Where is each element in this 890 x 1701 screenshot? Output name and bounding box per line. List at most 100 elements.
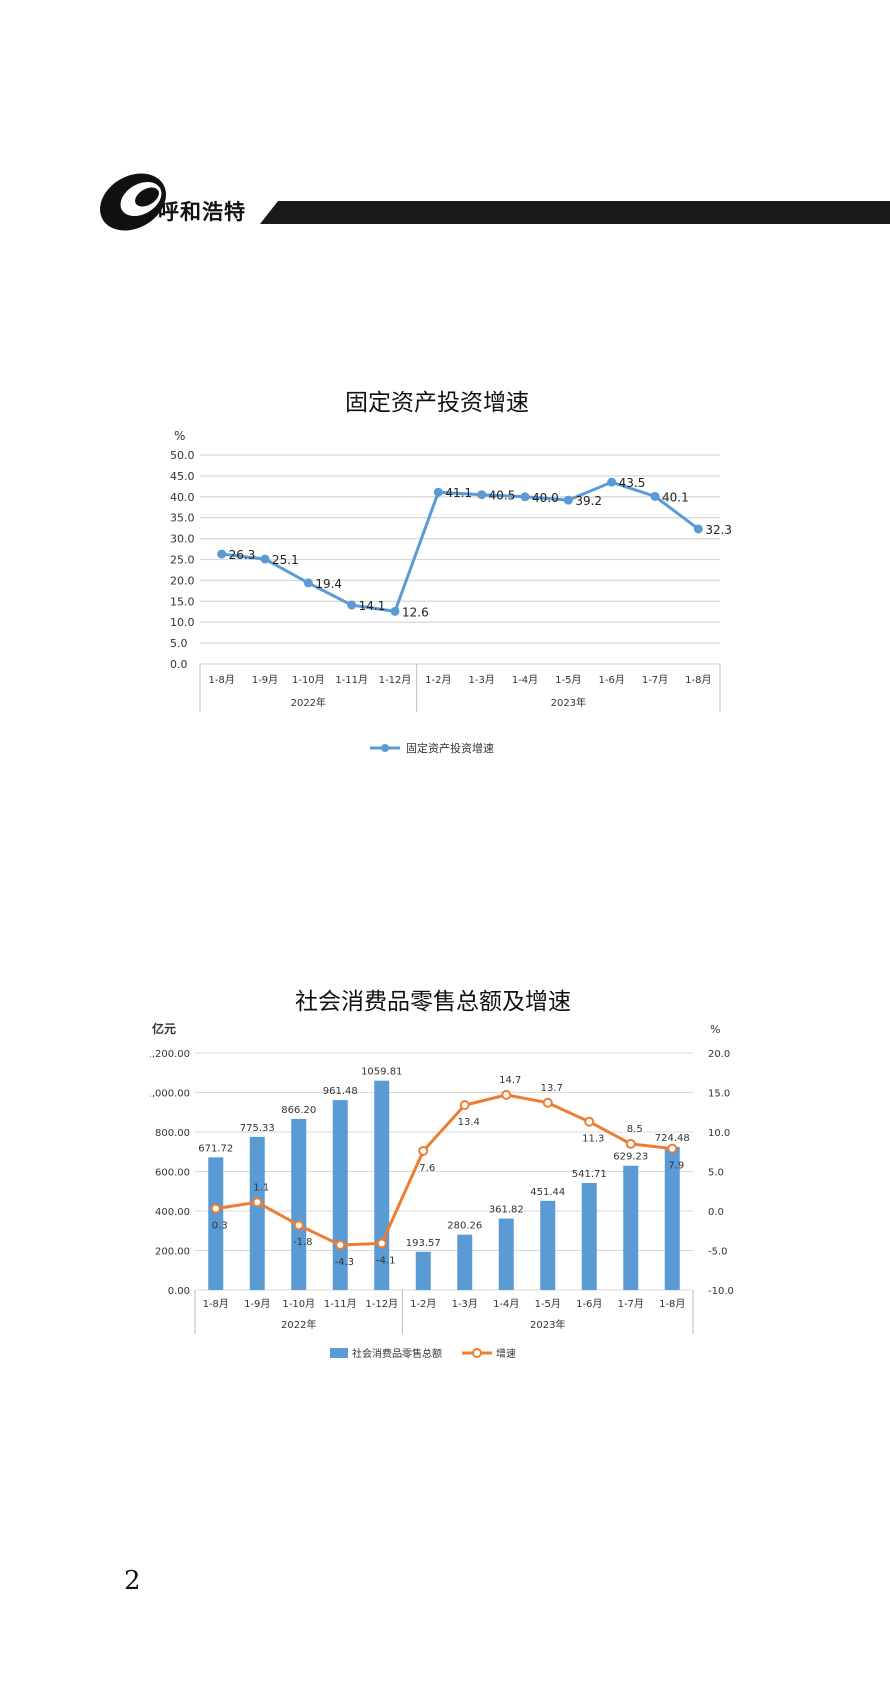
data-label: 39.2 — [575, 494, 602, 508]
bar-value-label: 671.72 — [198, 1143, 233, 1154]
y-tick-label: 10.0 — [170, 616, 195, 629]
data-point — [335, 1239, 346, 1250]
data-point — [542, 1097, 553, 1108]
header-graphic — [100, 173, 890, 231]
y-tick-label-right: 15.0 — [708, 1089, 730, 1100]
header-bar — [260, 201, 890, 224]
data-point — [650, 491, 660, 501]
y-tick-label: 30.0 — [170, 533, 195, 546]
data-point — [477, 490, 487, 500]
data-label: 40.1 — [662, 490, 689, 504]
growth-value-label: 1.1 — [253, 1182, 269, 1193]
y-axis-unit-right: % — [710, 1023, 720, 1036]
y-tick-label: 0.0 — [170, 658, 188, 671]
y-tick-label-right: 0.0 — [708, 1207, 724, 1218]
y-tick-label: 50.0 — [170, 449, 195, 462]
y-tick-label-left: 800.00 — [155, 1128, 190, 1139]
bar-value-label: 629.23 — [613, 1152, 648, 1163]
bar — [623, 1165, 639, 1290]
bar-value-label: 361.82 — [489, 1205, 524, 1216]
data-label: 40.0 — [532, 491, 559, 505]
data-label: 41.1 — [445, 486, 472, 500]
bar-value-label: 775.33 — [240, 1123, 275, 1134]
chart2-title: 社会消费品零售总额及增速 — [295, 989, 571, 1015]
page-number: 2 — [124, 1566, 141, 1596]
bar-value-label: 280.26 — [447, 1221, 482, 1232]
x-tick-label: 1-9月 — [244, 1298, 270, 1310]
growth-value-label: -4.1 — [376, 1255, 396, 1266]
growth-value-label: -4.3 — [334, 1257, 354, 1268]
growth-value-label: 14.7 — [499, 1075, 521, 1086]
x-tick-label: 1-8月 — [203, 1298, 229, 1310]
x-tick-label: 1-4月 — [493, 1298, 519, 1310]
data-point — [607, 477, 617, 487]
bar-value-label: 961.48 — [323, 1086, 358, 1097]
header: 呼和浩特 — [0, 160, 890, 240]
x-tick-label: 1-8月 — [659, 1298, 685, 1310]
y-tick-label-left: 200.00 — [155, 1247, 190, 1258]
x-tick-label: 1-3月 — [452, 1298, 478, 1310]
growth-value-label: 7.9 — [668, 1161, 684, 1172]
x-tick-label: 1-4月 — [512, 674, 538, 686]
bar — [664, 1146, 680, 1290]
y-tick-label-left: 1,000.00 — [150, 1089, 190, 1100]
data-point — [433, 487, 443, 497]
data-point — [210, 1203, 221, 1214]
bar-value-label: 724.48 — [655, 1133, 690, 1144]
data-label: 12.6 — [402, 605, 429, 619]
data-label: 26.3 — [229, 548, 256, 562]
bar — [540, 1200, 556, 1290]
x-tick-label: 1-6月 — [598, 674, 624, 686]
bar — [415, 1251, 431, 1290]
data-label: 40.5 — [489, 489, 516, 503]
bar-value-label: 1059.81 — [361, 1067, 402, 1078]
legend-label-bar: 社会消费品零售总额 — [352, 1347, 442, 1360]
growth-value-label: 13.7 — [541, 1083, 563, 1094]
x-tick-label: 1-7月 — [642, 674, 668, 686]
y-tick-label: 40.0 — [170, 491, 195, 504]
bar — [249, 1136, 265, 1290]
x-tick-label: 1-11月 — [335, 674, 368, 686]
bar-value-label: 541.71 — [572, 1169, 607, 1180]
legend-marker — [472, 1348, 482, 1358]
data-point — [501, 1089, 512, 1100]
x-tick-label: 1-9月 — [252, 674, 278, 686]
growth-value-label: 11.3 — [582, 1134, 604, 1145]
bar — [291, 1118, 307, 1290]
group-label: 2023年 — [551, 696, 586, 709]
x-tick-label: 1-10月 — [282, 1298, 315, 1310]
legend-marker — [381, 744, 389, 752]
data-label: 25.1 — [272, 553, 299, 567]
x-tick-label: 1-2月 — [425, 674, 451, 686]
data-point — [459, 1100, 470, 1111]
group-label: 2022年 — [291, 696, 326, 709]
data-point — [625, 1138, 636, 1149]
logo-icon — [100, 173, 166, 231]
x-tick-label: 1-10月 — [292, 674, 325, 686]
y-tick-label: 5.0 — [170, 637, 188, 650]
y-tick-label-right: -10.0 — [708, 1286, 734, 1297]
bar — [498, 1218, 514, 1290]
data-point — [667, 1143, 678, 1154]
y-tick-label: 20.0 — [170, 574, 195, 587]
y-tick-label-right: 10.0 — [708, 1128, 730, 1139]
y-axis-unit: % — [174, 429, 185, 443]
x-tick-label: 1-5月 — [535, 1298, 561, 1310]
growth-value-label: 7.6 — [419, 1163, 435, 1174]
x-tick-label: 1-12月 — [365, 1298, 398, 1310]
x-tick-label: 1-5月 — [555, 674, 581, 686]
data-point — [693, 524, 703, 534]
data-point — [293, 1220, 304, 1231]
x-tick-label: 1-11月 — [324, 1298, 357, 1310]
retail-sales-chart: 亿元% 0.00 200.00 400.00 600.00 800.00 1,000.00 1… — [150, 1021, 734, 1360]
data-label: 19.4 — [315, 577, 342, 591]
y-tick-label: 25.0 — [170, 554, 195, 567]
y-tick-label-left: 600.00 — [155, 1168, 190, 1179]
y-tick-label-right: -5.0 — [708, 1247, 728, 1258]
data-label: 43.5 — [619, 476, 646, 490]
bar-value-label: 451.44 — [530, 1187, 565, 1198]
x-tick-label: 1-8月 — [208, 674, 234, 686]
legend-swatch-bar — [330, 1348, 348, 1358]
data-point — [563, 495, 573, 505]
data-point — [418, 1145, 429, 1156]
